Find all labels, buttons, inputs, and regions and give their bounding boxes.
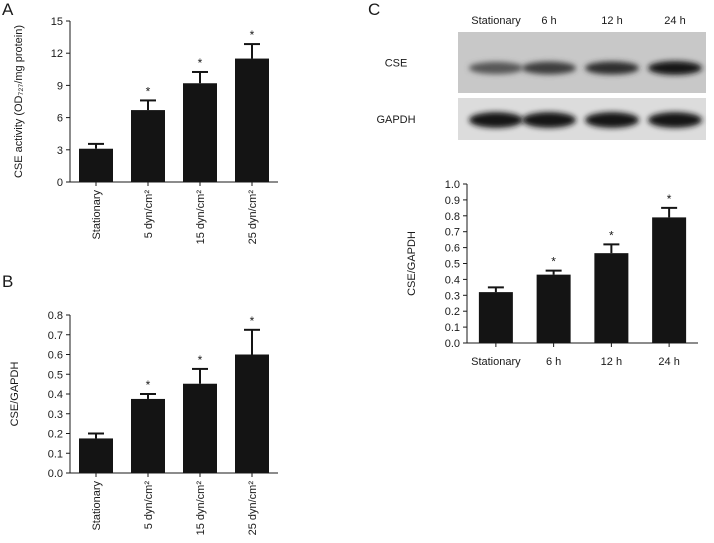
blot-row-label: GAPDH <box>376 114 415 126</box>
y-axis-label: CSE/GAPDH <box>9 362 21 427</box>
y-tick-label: 0.7 <box>48 330 63 342</box>
chart-c: 0.0 0.1 0.2 0.3 0.4 0.5 0.6 0.7 0.8 0.9 1.0 CSE/GAP… <box>406 179 698 368</box>
y-tick-label: 0.4 <box>48 389 63 401</box>
y-axis-label: CSE/GAPDH <box>406 231 418 296</box>
significance-marker: * <box>609 228 614 242</box>
y-tick-label: 0.5 <box>48 369 63 381</box>
y-tick-label: 0 <box>57 177 63 189</box>
significance-marker: * <box>551 255 556 269</box>
y-tick-label: 0.8 <box>445 211 460 223</box>
y-tick-label: 3 <box>57 145 63 157</box>
significance-marker: * <box>250 314 255 328</box>
y-tick-label: 0.4 <box>445 274 460 286</box>
bar <box>235 354 269 473</box>
bar <box>131 110 165 182</box>
chart-a: 0 3 6 9 12 15 CSE activity (OD₇₂₇/mg protein) S… <box>13 16 278 244</box>
panel-letter-c: C <box>368 0 381 19</box>
blot-band <box>585 61 639 75</box>
bar <box>183 383 217 473</box>
blot-lane-label: 24 h <box>664 15 685 27</box>
y-tick-label: 0.7 <box>445 227 460 239</box>
significance-marker: * <box>198 56 203 70</box>
blot-band <box>469 112 523 128</box>
blot-row-label: CSE <box>385 58 408 70</box>
x-tick-label: 25 dyn/cm² <box>247 190 259 245</box>
y-tick-label: 0.1 <box>445 322 460 334</box>
x-tick-label: 15 dyn/cm² <box>195 190 207 245</box>
blot-lane-label: Stationary <box>471 15 521 27</box>
y-tick-label: 0.0 <box>445 338 460 350</box>
bar <box>131 398 165 473</box>
blot-lane-label: 12 h <box>601 15 622 27</box>
y-tick-label: 0.2 <box>445 306 460 318</box>
bar <box>79 438 113 473</box>
bar <box>536 274 571 343</box>
y-tick-label: 6 <box>57 113 63 125</box>
y-tick-label: 15 <box>51 16 63 28</box>
blot-band <box>648 112 702 128</box>
significance-marker: * <box>198 353 203 367</box>
panel-letter-b: B <box>2 272 14 291</box>
x-tick-label: Stationary <box>471 356 521 368</box>
y-tick-label: 0.3 <box>445 290 460 302</box>
blot-band <box>469 61 523 75</box>
x-tick-label: Stationary <box>91 190 103 240</box>
x-tick-label: Stationary <box>91 481 103 531</box>
y-tick-label: 0.6 <box>48 350 63 362</box>
y-tick-label: 0.9 <box>445 195 460 207</box>
bar <box>235 58 269 182</box>
significance-marker: * <box>146 84 151 98</box>
bar <box>594 253 629 343</box>
significance-marker: * <box>146 378 151 392</box>
blot-band <box>522 112 576 128</box>
y-tick-label: 0.6 <box>445 243 460 255</box>
blot-band <box>648 61 702 75</box>
y-tick-label: 1.0 <box>445 179 460 191</box>
significance-marker: * <box>250 28 255 42</box>
y-tick-label: 0.2 <box>48 429 63 441</box>
y-tick-label: 0.3 <box>48 409 63 421</box>
x-tick-label: 5 dyn/cm² <box>143 481 155 530</box>
y-tick-label: 0.5 <box>445 259 460 271</box>
y-tick-label: 12 <box>51 48 63 60</box>
x-tick-label: 25 dyn/cm² <box>247 481 259 536</box>
blot-band <box>585 112 639 128</box>
bar <box>478 292 513 343</box>
bar <box>652 217 687 343</box>
x-tick-label: 12 h <box>601 356 622 368</box>
y-tick-label: 0.1 <box>48 448 63 460</box>
x-tick-label: 5 dyn/cm² <box>143 190 155 239</box>
bar <box>183 83 217 182</box>
x-tick-label: 15 dyn/cm² <box>195 481 207 536</box>
blot-lane-label: 6 h <box>541 15 556 27</box>
blot-band <box>522 61 576 75</box>
significance-marker: * <box>667 192 672 206</box>
y-axis-label: CSE activity (OD₇₂₇/mg protein) <box>13 25 25 178</box>
x-tick-label: 6 h <box>546 356 561 368</box>
panel-letter-a: A <box>2 0 14 19</box>
bar <box>79 148 113 182</box>
chart-b: 0.0 0.1 0.2 0.3 0.4 0.5 0.6 0.7 0.8 CSE/GAPDH Stat… <box>9 310 278 535</box>
x-tick-label: 24 h <box>658 356 679 368</box>
y-tick-label: 9 <box>57 80 63 92</box>
y-tick-label: 0.8 <box>48 310 63 322</box>
y-tick-label: 0.0 <box>48 468 63 480</box>
